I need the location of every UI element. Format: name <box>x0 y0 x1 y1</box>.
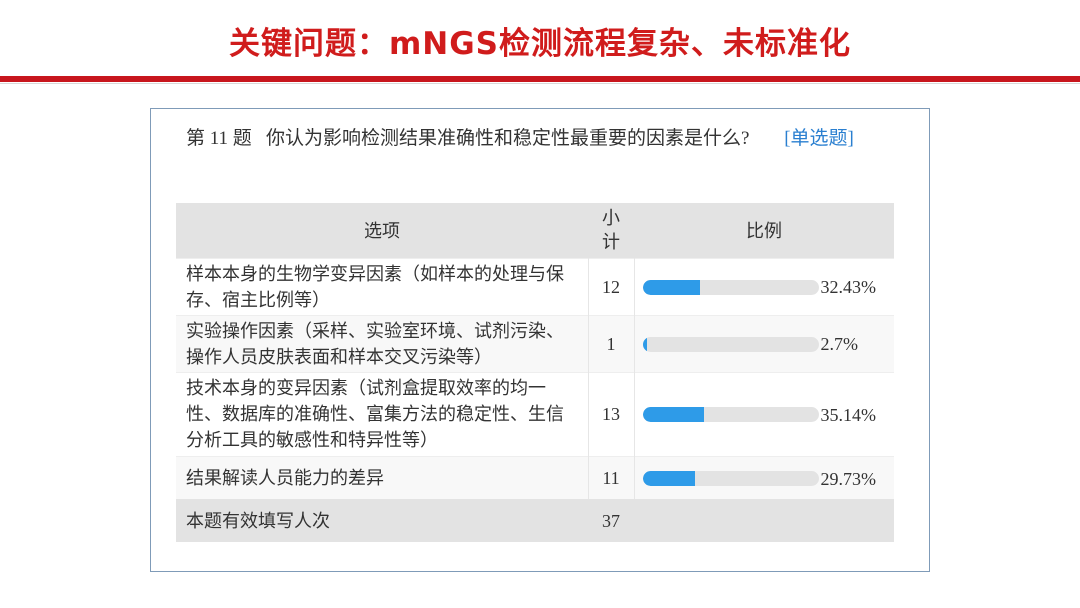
title-divider-shadow <box>0 83 1080 84</box>
option-label: 样本本身的生物学变异因素（如样本的处理与保存、宿主比例等） <box>176 257 589 315</box>
survey-panel: 第 11 题 你认为影响检测结果准确性和稳定性最重要的因素是什么? [单选题] … <box>150 108 930 572</box>
footer-count: 37 <box>588 499 634 542</box>
question-number: 第 11 题 <box>186 128 252 149</box>
header-percent: 比例 <box>634 203 894 258</box>
table-footer: 本题有效填写人次 37 <box>176 499 894 542</box>
progress-bar <box>642 279 819 295</box>
option-label: 实验操作因素（采样、实验室环境、试剂污染、操作人员皮肤表面和样本交叉污染等） <box>176 314 589 372</box>
option-count: 1 <box>588 314 635 372</box>
option-label: 技术本身的变异因素（试剂盒提取效率的均一性、数据库的准确性、富集方法的稳定性、生… <box>176 371 589 456</box>
progress-bar <box>642 407 819 423</box>
progress-fill <box>642 471 695 487</box>
option-count: 13 <box>588 371 635 456</box>
option-percent: 29.73% <box>820 468 877 489</box>
question-heading: 第 11 题 你认为影响检测结果准确性和稳定性最重要的因素是什么? [单选题] <box>186 125 886 153</box>
progress-fill <box>642 279 700 295</box>
header-count: 小计 <box>588 203 634 258</box>
header-option: 选项 <box>176 203 588 258</box>
option-count: 11 <box>588 455 635 499</box>
option-percent: 35.14% <box>820 404 877 425</box>
table-row: 技术本身的变异因素（试剂盒提取效率的均一性、数据库的准确性、富集方法的稳定性、生… <box>176 371 894 456</box>
progress-bar <box>642 336 819 352</box>
slide-title: 关键问题：mNGS检测流程复杂、未标准化 <box>228 26 852 62</box>
progress-fill <box>642 336 648 352</box>
question-type: [单选题] <box>784 128 854 149</box>
option-ratio: 2.7% <box>634 314 894 372</box>
option-ratio: 35.14% <box>634 371 894 456</box>
table-header: 选项 小计 比例 <box>176 203 894 258</box>
results-table: 选项 小计 比例 样本本身的生物学变异因素（如样本的处理与保存、宿主比例等） 1… <box>176 203 894 542</box>
footer-label: 本题有效填写人次 <box>176 499 588 542</box>
option-percent: 32.43% <box>820 277 877 298</box>
title-divider <box>0 76 1080 82</box>
table-row: 样本本身的生物学变异因素（如样本的处理与保存、宿主比例等） 12 32.43% <box>176 257 894 315</box>
progress-fill <box>642 407 705 423</box>
option-count: 12 <box>588 257 635 315</box>
question-text: 你认为影响检测结果准确性和稳定性最重要的因素是什么? <box>266 128 750 149</box>
option-ratio: 32.43% <box>634 257 894 315</box>
option-percent: 2.7% <box>820 334 859 355</box>
table-row: 结果解读人员能力的差异 11 29.73% <box>176 455 894 499</box>
footer-empty <box>634 499 894 542</box>
table-row: 实验操作因素（采样、实验室环境、试剂污染、操作人员皮肤表面和样本交叉污染等） 1… <box>176 314 894 372</box>
progress-bar <box>642 471 819 487</box>
option-label: 结果解读人员能力的差异 <box>176 455 589 499</box>
option-ratio: 29.73% <box>634 455 894 499</box>
